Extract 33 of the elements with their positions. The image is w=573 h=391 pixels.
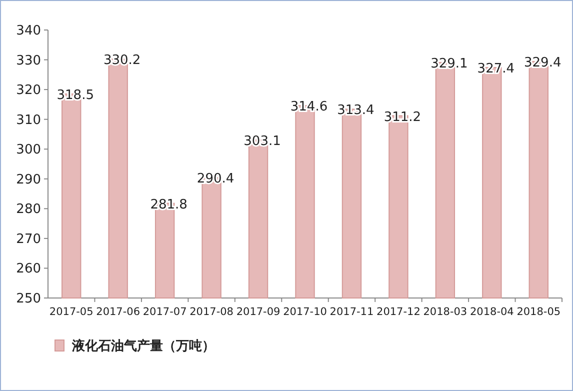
- data-label: 329.4: [524, 56, 562, 71]
- x-tick-label: 2018-03: [423, 306, 468, 318]
- data-label: 329.1: [430, 56, 468, 72]
- x-tick-label: 2017-08: [190, 306, 234, 318]
- x-tick-label: 2017-12: [376, 306, 420, 318]
- x-tick-label: 2018-04: [470, 306, 514, 318]
- x-tick-label: 2017-06: [96, 306, 140, 318]
- data-label: 327.4: [477, 62, 515, 77]
- y-tick-label: 250: [16, 292, 41, 306]
- data-label: 311.2: [384, 110, 422, 125]
- x-tick-label: 2017-05: [49, 306, 94, 318]
- data-label: 330.2: [103, 53, 141, 68]
- x-tick-label: 2017-09: [236, 306, 280, 318]
- data-label: 281.8: [150, 197, 188, 212]
- y-tick-label: 310: [16, 112, 41, 128]
- data-label: 313.4: [337, 103, 374, 118]
- y-tick-label: 330: [16, 53, 41, 68]
- legend-label: 液化石油气产量（万吨）: [71, 338, 215, 354]
- x-tick-label: 2017-07: [142, 306, 187, 318]
- data-label: 314.6: [290, 100, 328, 115]
- y-tick-label: 340: [16, 24, 41, 38]
- y-tick-label: 290: [16, 172, 41, 188]
- data-label: 318.5: [56, 88, 94, 104]
- x-tick-label: 2017-11: [330, 306, 374, 318]
- y-tick-label: 320: [16, 83, 41, 98]
- x-tick-label: 2018-05: [516, 306, 561, 318]
- y-tick-label: 260: [16, 262, 41, 277]
- y-tick-label: 270: [16, 232, 41, 247]
- y-tick-label: 300: [16, 142, 41, 158]
- data-label: 290.4: [196, 172, 234, 187]
- data-label: 303.1: [244, 134, 281, 149]
- y-tick-label: 280: [16, 202, 41, 218]
- x-tick-label: 2017-10: [283, 306, 327, 318]
